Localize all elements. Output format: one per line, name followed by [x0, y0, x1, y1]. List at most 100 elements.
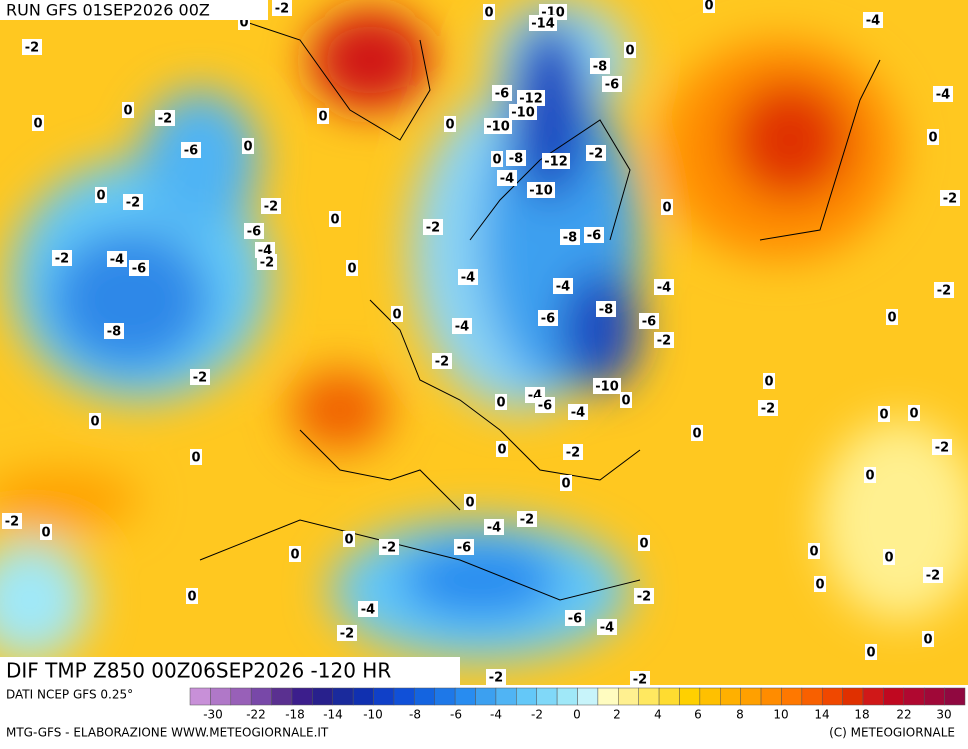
contour-label: 0: [621, 394, 630, 409]
contour-label: 0: [392, 308, 401, 323]
contour-label: -2: [633, 673, 647, 688]
contour-label: 0: [866, 646, 875, 661]
colorbar-swatch: [291, 687, 313, 706]
contour-label: -6: [541, 312, 555, 327]
label-box: [329, 211, 341, 227]
label-box: [808, 543, 820, 559]
colorbar-tick-label: -6: [450, 708, 462, 722]
contour-label: -2: [937, 284, 951, 299]
colorbar-swatch: [373, 687, 395, 706]
contour-label: 0: [492, 153, 501, 168]
colorbar-swatch: [495, 687, 517, 706]
contour-label: 0: [191, 451, 200, 466]
contour-label: -2: [761, 402, 775, 417]
contour-label: -8: [563, 231, 577, 246]
label-box: [568, 404, 588, 420]
contour-label: -6: [642, 315, 656, 330]
contour-label: -2: [926, 569, 940, 584]
contour-label: 0: [90, 415, 99, 430]
label-box: [122, 102, 134, 118]
label-box: [423, 219, 443, 235]
run-label: RUN GFS 01SEP2026 00Z: [6, 1, 210, 20]
contour-label: 0: [239, 16, 248, 31]
contour-label: -2: [55, 252, 69, 267]
contour-label: -2: [489, 671, 503, 686]
label-box: [654, 332, 674, 348]
label-box: [865, 644, 877, 660]
label-box: [40, 524, 52, 540]
contour-label: 0: [318, 110, 327, 125]
label-box: [181, 142, 201, 158]
contour-label: -2: [589, 147, 603, 162]
contour-label: -6: [568, 612, 582, 627]
contour-label: 0: [865, 469, 874, 484]
contour-label: 0: [96, 189, 105, 204]
contour-label: -4: [487, 521, 501, 536]
label-box: [814, 576, 826, 592]
contour-label: -4: [110, 253, 124, 268]
colorbar-swatch: [658, 687, 680, 706]
colorbar-tick-label: 30: [936, 708, 951, 722]
label-box: [190, 449, 202, 465]
label-box: [517, 511, 537, 527]
contour-label: -4: [600, 621, 614, 636]
label-box: [691, 425, 703, 441]
copyright-label: (C) METEOGIORNALE: [829, 726, 955, 740]
label-box: [483, 4, 495, 20]
label-box: [458, 269, 478, 285]
contour-label: -8: [593, 60, 607, 75]
label-box: [565, 610, 585, 626]
contour-label: -6: [538, 399, 552, 414]
contour-label: -6: [247, 225, 261, 240]
label-box: [922, 631, 934, 647]
label-box: [538, 310, 558, 326]
colorbar-swatch: [760, 687, 782, 706]
label-box: [883, 549, 895, 565]
colorbar-tick-label: -30: [203, 708, 223, 722]
contour-label: -2: [435, 355, 449, 370]
colorbar-swatch: [699, 687, 721, 706]
label-box: [933, 86, 953, 102]
label-box: [586, 145, 606, 161]
label-box: [553, 278, 573, 294]
colorbar-swatch: [883, 687, 905, 706]
label-box: [758, 400, 778, 416]
colorbar-tick-label: -14: [323, 708, 343, 722]
contour-label: 0: [764, 375, 773, 390]
contour-label: 0: [561, 477, 570, 492]
contour-label: 0: [639, 537, 648, 552]
contour-label: 0: [497, 443, 506, 458]
label-box: [923, 567, 943, 583]
label-box: [703, 0, 715, 13]
contour-label: -10: [529, 184, 553, 199]
contour-label: -6: [495, 87, 509, 102]
colorbar-swatch: [312, 687, 334, 706]
contour-label: -4: [936, 88, 950, 103]
contour-label: 0: [625, 44, 634, 59]
contour-label: 0: [187, 590, 196, 605]
contour-label: -2: [126, 196, 140, 211]
contour-label: -6: [132, 262, 146, 277]
contour-label: -8: [107, 325, 121, 340]
label-box: [934, 282, 954, 298]
contour-label: -12: [519, 92, 543, 107]
contour-label: -4: [455, 320, 469, 335]
colorbar-tick-label: 18: [854, 708, 869, 722]
map-title: DIF TMP Z850 00Z06SEP2026 -120 HR: [6, 659, 391, 683]
contour-label: -8: [599, 303, 613, 318]
contour-label: -6: [457, 541, 471, 556]
contour-label: -2: [25, 41, 39, 56]
label-box: [560, 475, 572, 491]
label-box: [927, 129, 939, 145]
colorbar-tick-label: 8: [736, 708, 744, 722]
coastlines: [199, 19, 881, 601]
contour-labels: -2 0 -10-140-4-20-8-60-6 -12-10-40-20 00 -10-…: [2, 0, 960, 688]
label-box: [634, 588, 654, 604]
label-box: [527, 182, 555, 198]
label-box: [343, 531, 355, 547]
colorbar-swatch: [597, 687, 619, 706]
label-box: [529, 15, 557, 31]
contour-label: 0: [123, 104, 132, 119]
